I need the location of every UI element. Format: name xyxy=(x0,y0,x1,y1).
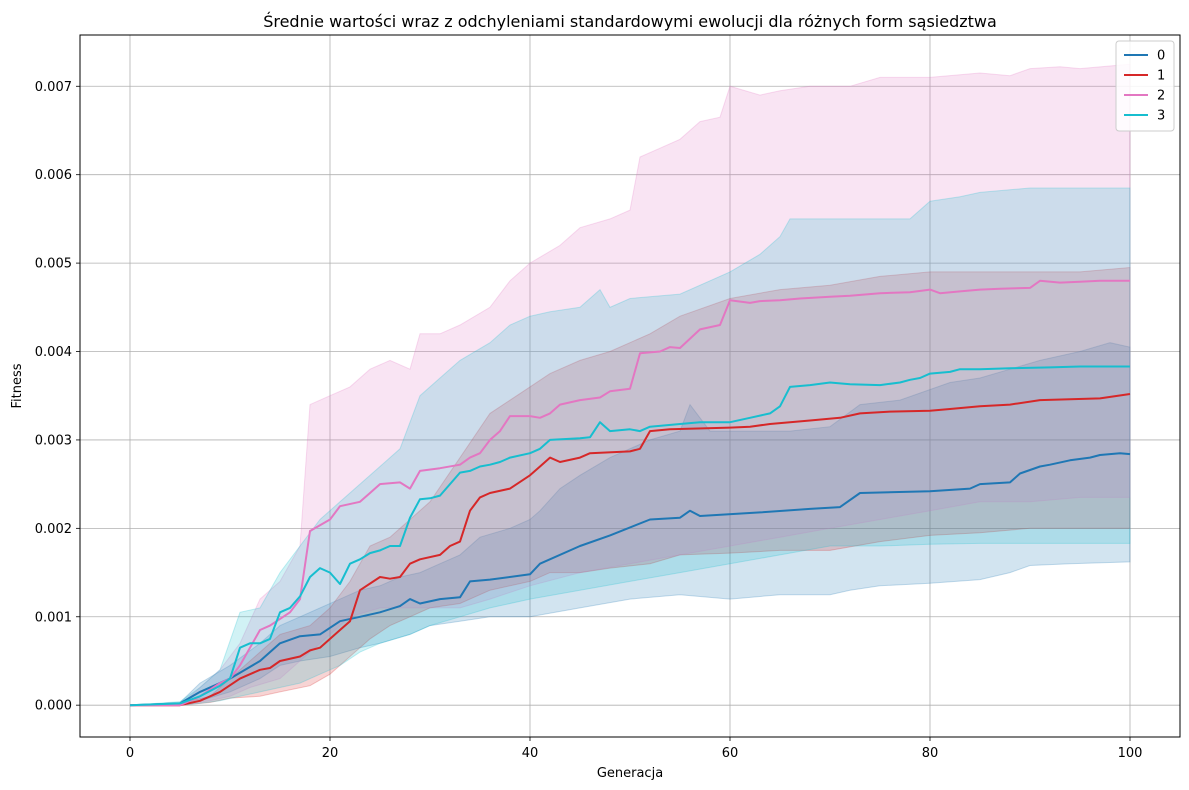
mean-line-series-0 xyxy=(129,452,1131,707)
legend-label-series-1: 1 xyxy=(1157,69,1165,84)
mean-lines xyxy=(129,279,1131,707)
legend-label-series-3: 3 xyxy=(1157,109,1165,124)
chart-title: Średnie wartości wraz z odchyleniami sta… xyxy=(263,12,997,31)
x-tick-label: 0 xyxy=(126,746,134,761)
x-tick-label: 20 xyxy=(322,746,339,761)
std-band-series-1 xyxy=(129,266,1131,706)
y-tick-label: 0.005 xyxy=(35,257,72,272)
legend-label-series-0: 0 xyxy=(1157,49,1165,64)
mean-line-series-2 xyxy=(130,279,1130,707)
legend-label-series-2: 2 xyxy=(1157,89,1165,104)
x-tick-label: 40 xyxy=(522,746,539,761)
y-axis-label: Fitness xyxy=(10,363,25,408)
x-axis-label: Generacja xyxy=(597,766,663,781)
x-ticks: 0 20 40 60 80 100 xyxy=(126,737,1143,761)
y-tick-label: 0.002 xyxy=(35,522,72,537)
y-tick-label: 0.007 xyxy=(35,80,72,95)
plot-frame xyxy=(79,34,1181,738)
y-tick-label: 0.001 xyxy=(35,610,72,625)
y-tick-label: 0.004 xyxy=(35,345,72,360)
mean-line-series-3 xyxy=(129,365,1130,707)
y-tick-label: 0.000 xyxy=(35,699,72,714)
x-tick-label: 80 xyxy=(922,746,939,761)
std-band-series-3 xyxy=(129,187,1131,706)
std-band-series-2 xyxy=(130,63,1131,706)
x-tick-label: 60 xyxy=(722,746,739,761)
grid xyxy=(80,35,1180,737)
y-ticks: 0.000 0.001 0.002 0.003 0.004 0.005 0.006 0.007 xyxy=(35,80,80,714)
y-tick-label: 0.003 xyxy=(35,433,72,448)
y-tick-label: 0.006 xyxy=(35,168,72,183)
std-bands xyxy=(129,63,1131,706)
legend: 0 1 2 3 xyxy=(1115,40,1175,132)
x-tick-label: 100 xyxy=(1118,746,1143,761)
mean-line-series-1 xyxy=(130,393,1131,707)
legend-box xyxy=(1115,40,1175,132)
